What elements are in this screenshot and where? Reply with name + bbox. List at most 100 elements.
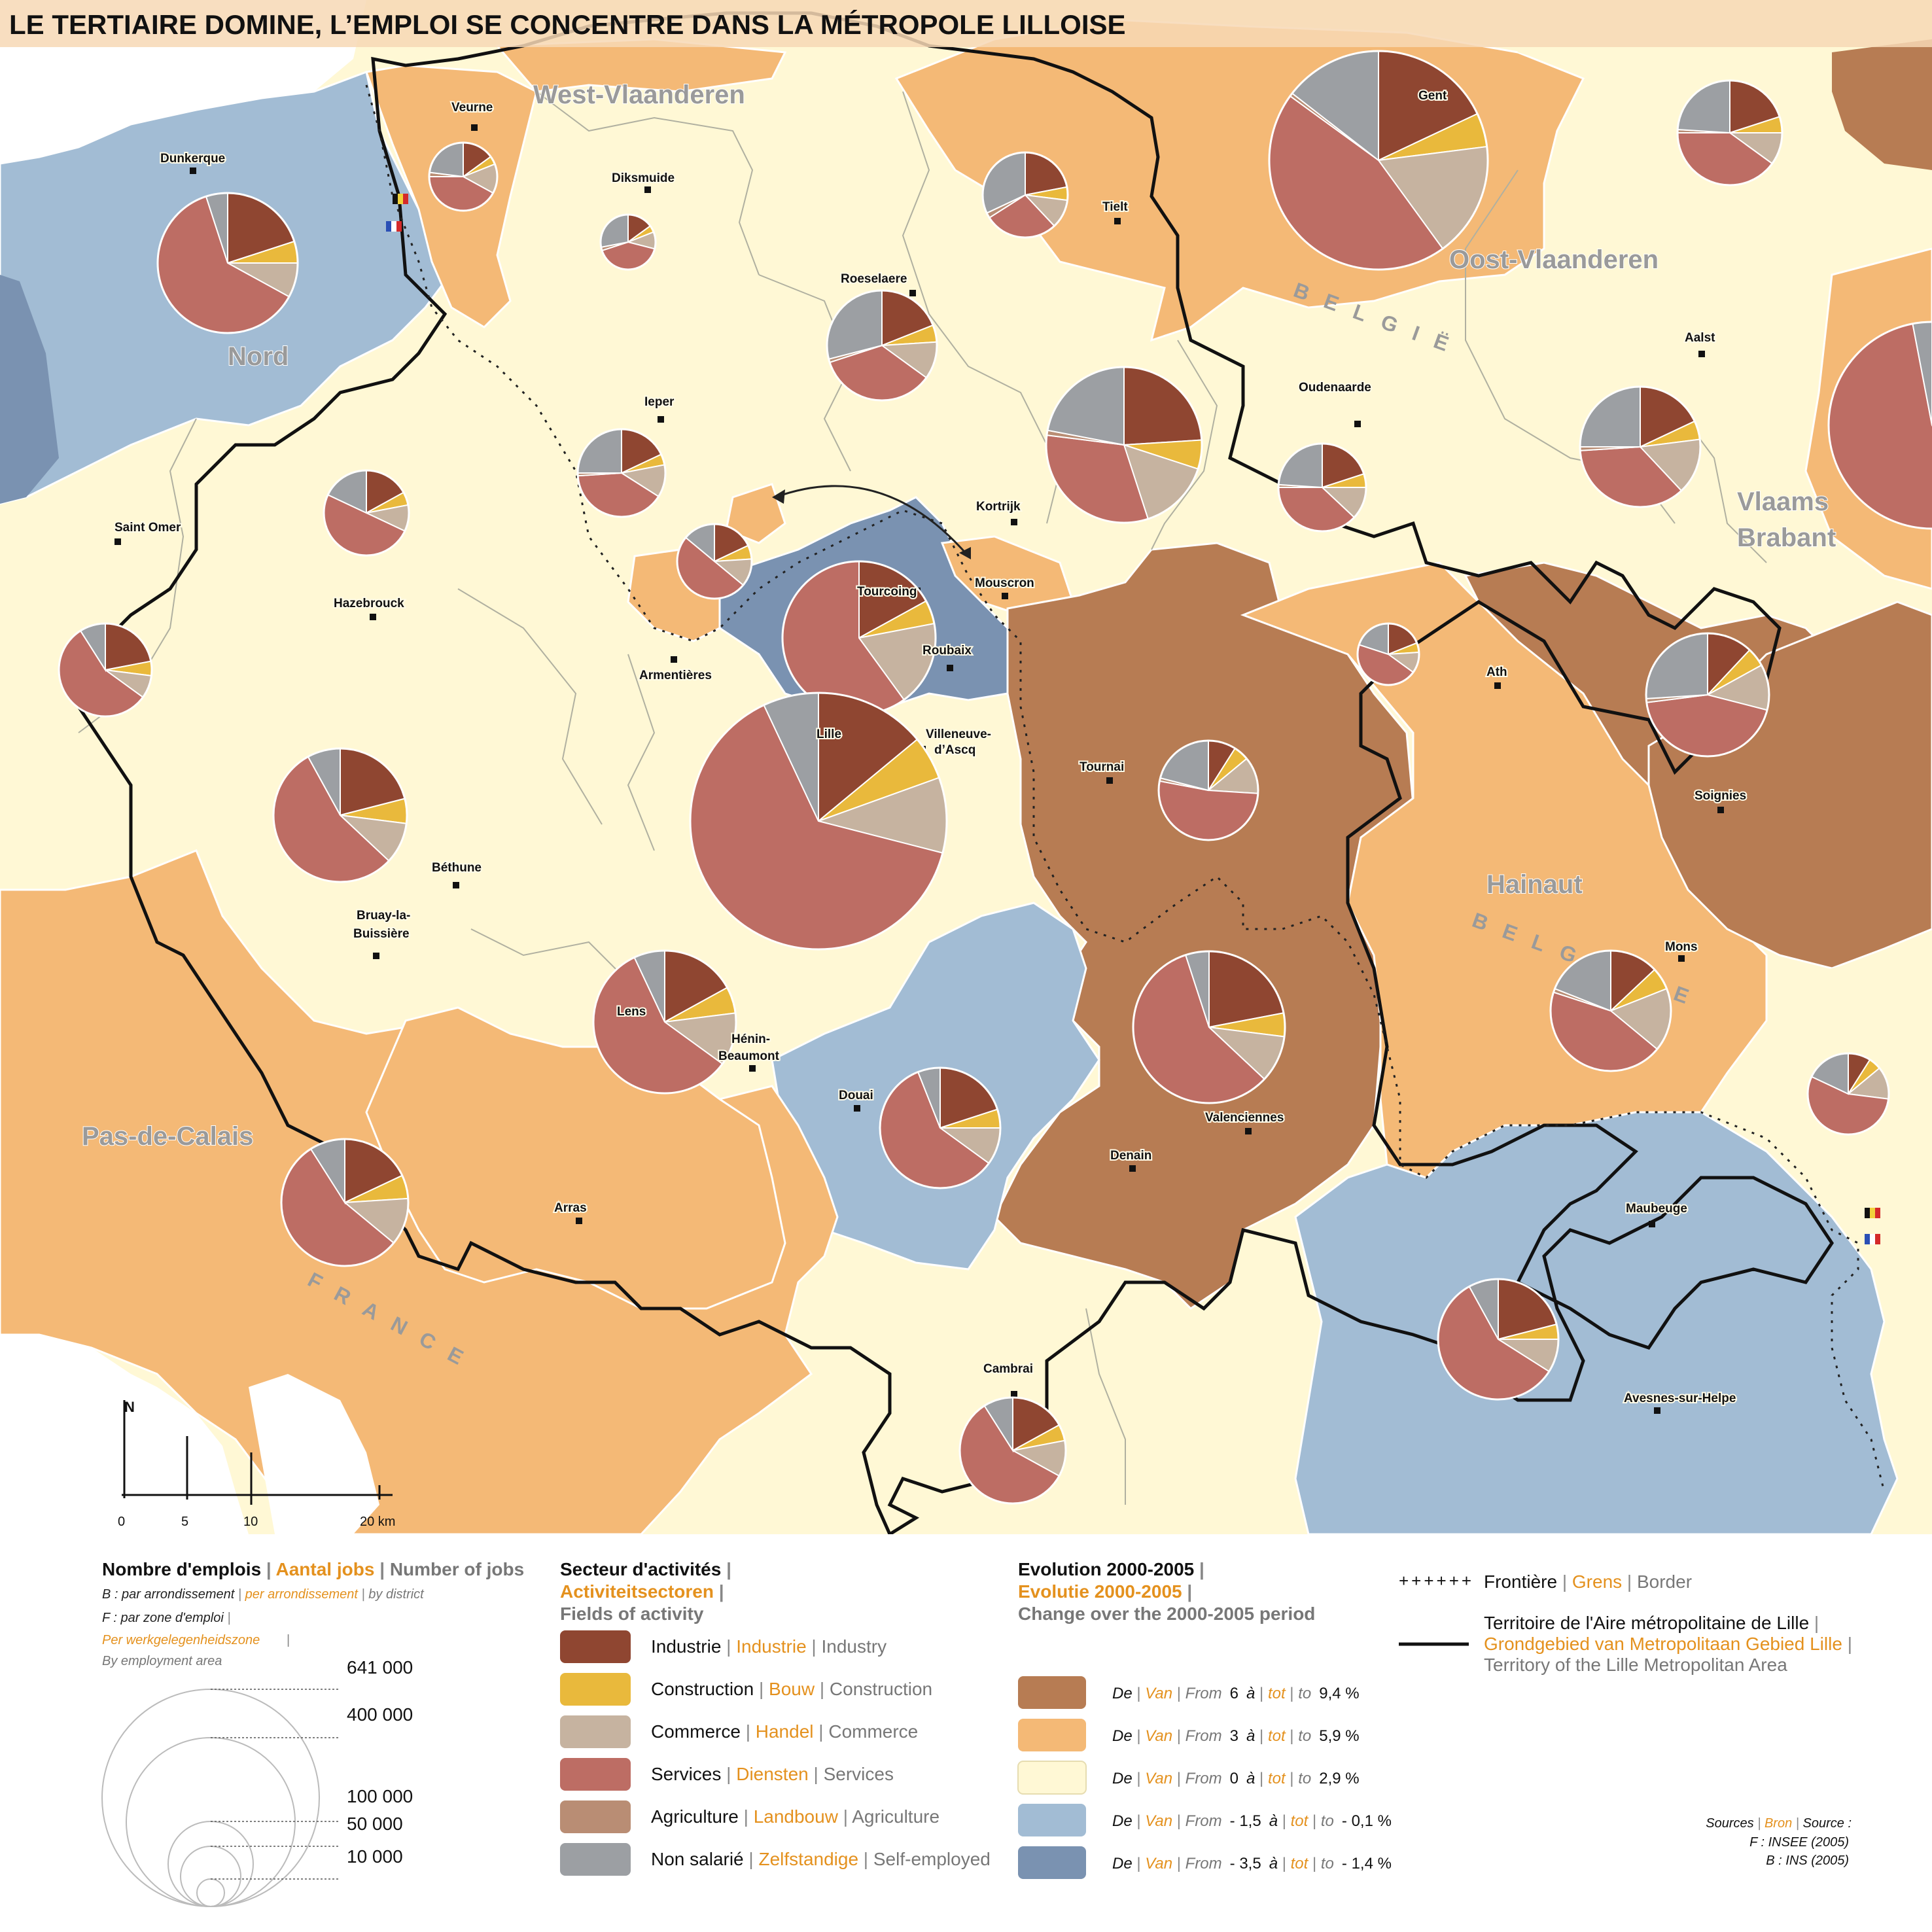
city-villeneuve-2: d’Ascq	[934, 743, 975, 757]
legend-source-b: B : INS (2005)	[1766, 1853, 1849, 1868]
city-villeneuve: Villeneuve-	[926, 728, 991, 741]
city-tourcoing: Tourcoing	[857, 585, 917, 599]
city-mons: Mons	[1665, 940, 1698, 954]
city-lens: Lens	[617, 1005, 646, 1019]
pie-outline	[1157, 739, 1259, 841]
swatch-agriculture	[560, 1800, 631, 1833]
city-tielt: Tielt	[1102, 200, 1128, 214]
legend-size-leaders	[211, 1689, 340, 1880]
pie-outline	[1579, 385, 1702, 508]
pie-outline	[1045, 366, 1203, 524]
pie-tournai	[1157, 739, 1259, 841]
pie-outline	[280, 1138, 410, 1267]
title-band	[0, 0, 1932, 47]
enclave-arrow	[775, 485, 970, 557]
pie-outline	[428, 141, 499, 212]
sector-label-services: Services | Diensten | Services	[651, 1764, 894, 1784]
pie-dunkerque	[156, 192, 299, 334]
swatch-evol-m35	[1018, 1846, 1086, 1879]
city-ieper: Ieper	[644, 395, 675, 409]
swatch-self-employed	[560, 1843, 631, 1876]
pie-outline	[1356, 622, 1420, 686]
city-valenciennes: Valenciennes	[1205, 1111, 1284, 1125]
region-topright-brown	[1832, 39, 1932, 170]
pie-lens	[592, 949, 737, 1095]
city-soignies: Soignies	[1695, 789, 1746, 803]
city-gent: Gent	[1418, 89, 1447, 103]
pie-outline	[592, 949, 737, 1095]
evol-range-4: De | Van | From - 3,5 à | tot | to - 1,4 %	[1112, 1855, 1392, 1872]
evol-range-0: De | Van | From 6 à | tot | to 9,4 %	[1112, 1685, 1360, 1702]
pie-oudenaarde	[1277, 442, 1367, 533]
city-oudenaarde: Oudenaarde	[1299, 381, 1371, 395]
city-roubaix: Roubaix	[922, 644, 972, 658]
pie-douai	[879, 1066, 1002, 1189]
flag-belgium-east	[1865, 1208, 1880, 1218]
city-tournai: Tournai	[1080, 760, 1124, 774]
pie-outline	[1132, 950, 1286, 1104]
pie-outline	[879, 1066, 1002, 1189]
map-bottom-white	[0, 1534, 1932, 1932]
legend-size-f-nl: Per werkgelegenheidszone	[102, 1633, 260, 1647]
legend-size-f-en: By employment area	[102, 1654, 222, 1668]
legend-sector-title-en: Fields of activity	[560, 1604, 704, 1624]
pie-bethune	[272, 747, 408, 883]
scale-tick-20: 20 km	[360, 1515, 395, 1529]
city-hazebrouck: Hazebrouck	[334, 597, 404, 610]
city-avesnes: Avesnes-sur-Helpe	[1624, 1392, 1736, 1405]
flag-france-east	[1865, 1234, 1880, 1244]
sector-label-construction: Construction | Bouw | Construction	[651, 1679, 932, 1699]
pie-cambrai	[958, 1396, 1067, 1505]
city-roeselaere: Roeselaere	[841, 272, 907, 286]
pie-outline	[576, 428, 667, 518]
city-bruay: Bruay-la-	[357, 909, 410, 922]
legend: Nombre d'emplois | Aantal jobs | Number …	[101, 1559, 1852, 1907]
region-soignies	[1647, 601, 1932, 970]
region-charleroi-beige	[1753, 955, 1932, 1341]
legend-size-100000: 100 000	[347, 1786, 413, 1806]
region-dunkerque-dark	[0, 275, 59, 504]
pie-veurne	[428, 141, 499, 212]
swatch-evol-m15	[1018, 1804, 1086, 1836]
region-labels: West-Vlaanderen Oost-Vlaanderen Vlaams B…	[81, 80, 1836, 1151]
city-douai: Douai	[839, 1089, 873, 1102]
pie-outline	[599, 213, 657, 271]
label-vlaams: Vlaams	[1737, 487, 1829, 516]
label-west-vlaanderen: West-Vlaanderen	[533, 80, 745, 109]
pie-lille	[689, 692, 948, 951]
pie-soignies	[1549, 949, 1672, 1072]
city-armentieres: Armentières	[639, 669, 712, 682]
pie-outline	[676, 523, 753, 600]
city-kortrijk: Kortrijk	[976, 500, 1021, 514]
legend-territory-fr: Territoire de l'Aire métropolitaine de L…	[1484, 1613, 1819, 1633]
pie-ypres-south	[676, 523, 753, 600]
pie-roubaix-tourcoing	[781, 560, 937, 716]
legend-sector-title-nl: Activiteitsectoren |	[560, 1581, 724, 1602]
scale-tick-5: 5	[181, 1515, 188, 1529]
pie-outline	[1676, 79, 1783, 186]
city-mouscron: Mouscron	[975, 576, 1034, 590]
city-bethune: Béthune	[432, 861, 482, 875]
pie-outline	[1549, 949, 1672, 1072]
city-cambrai: Cambrai	[983, 1362, 1033, 1376]
pie-outline	[826, 289, 938, 402]
pie-outline	[1277, 442, 1367, 533]
pie-outline	[1437, 1278, 1560, 1401]
city-ath: Ath	[1486, 665, 1507, 679]
enclave-arrowhead-left	[772, 489, 785, 504]
city-diksmuide: Diksmuide	[612, 171, 675, 185]
scale-north: N	[124, 1399, 135, 1415]
legend-border: Frontière | Grens | Border	[1484, 1572, 1692, 1592]
pie-mouscron-west	[1356, 622, 1420, 686]
legend-size-641000: 641 000	[347, 1657, 413, 1677]
pie-saint-omer	[323, 469, 410, 557]
scale-tick-10: 10	[243, 1515, 258, 1529]
city-labels: Dunkerque Veurne Diksmuide Gent Tielt Ro…	[113, 88, 1748, 1407]
legend-size-title: Nombre d'emplois | Aantal jobs | Number …	[102, 1559, 524, 1579]
pie-ieper	[576, 428, 667, 518]
legend-size-10000: 10 000	[347, 1846, 403, 1867]
label-brabant: Brabant	[1737, 523, 1836, 552]
evol-range-1: De | Van | From 3 à | tot | to 5,9 %	[1112, 1727, 1360, 1745]
